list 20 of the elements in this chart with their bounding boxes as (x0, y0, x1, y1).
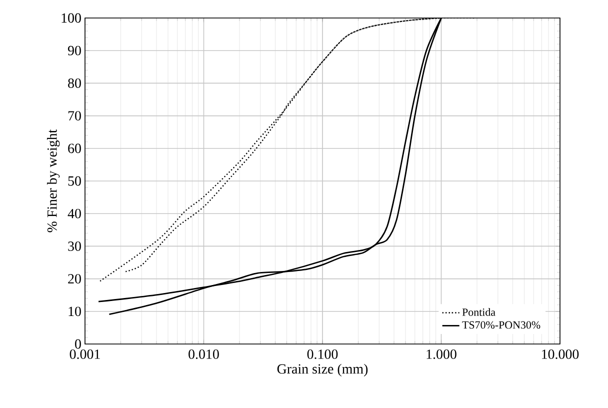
y-tick-label: 40 (68, 208, 81, 218)
legend-label: Pontida (462, 308, 496, 316)
y-tick-label: 80 (68, 78, 81, 88)
y-tick-label: 10 (68, 306, 81, 316)
x-tick-label: 0.010 (188, 350, 219, 359)
y-tick-label: 20 (68, 274, 81, 284)
y-tick-label: 0 (75, 339, 81, 349)
legend-label: TS70%-PON30% (462, 321, 540, 329)
y-tick-label: 60 (68, 144, 81, 154)
y-tick-label: 90 (68, 46, 81, 56)
y-tick-label: 50 (68, 176, 81, 186)
x-tick-label: 10.000 (542, 350, 579, 359)
x-tick-label: 1.000 (426, 350, 456, 359)
y-tick-label: 70 (68, 111, 81, 121)
y-tick-label: 30 (68, 241, 81, 251)
y-tick-label: 100 (62, 13, 81, 23)
y-axis-title: % Finer by weight (46, 129, 60, 232)
x-axis-title: Grain size (mm) (277, 364, 368, 376)
x-tick-label: 0.001 (70, 350, 100, 359)
x-tick-label: 0.100 (307, 350, 338, 359)
